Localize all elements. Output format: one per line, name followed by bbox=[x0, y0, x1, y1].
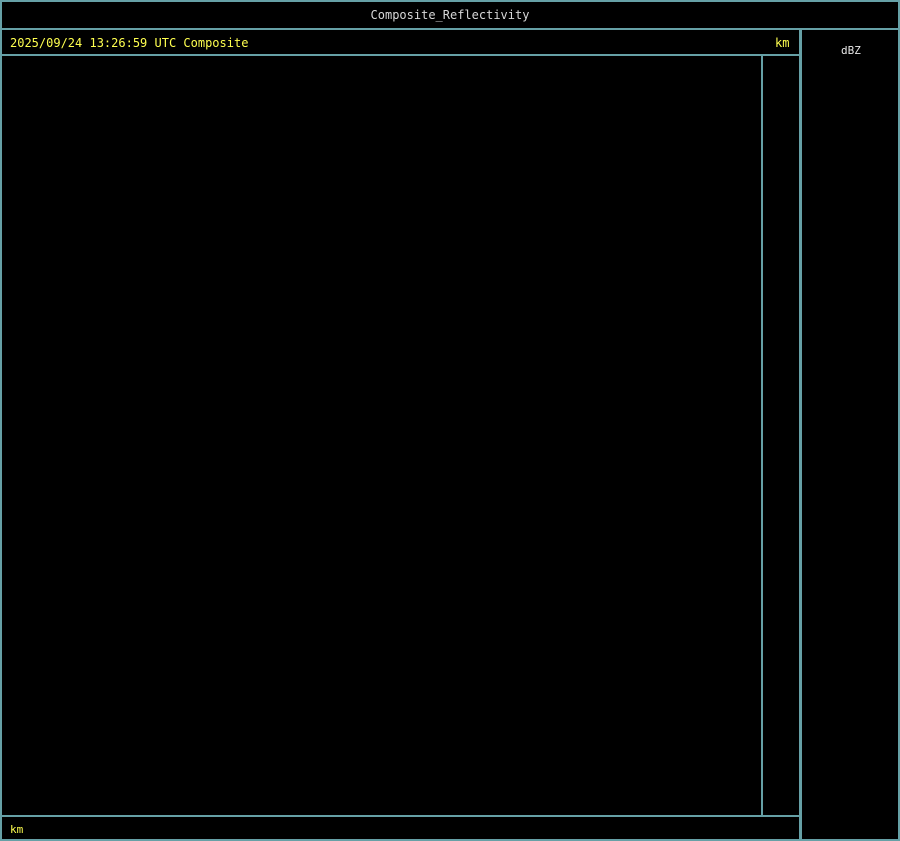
status-row: 2025/09/24 13:26:59 UTC Composite km bbox=[2, 30, 797, 56]
bottom-axis: km bbox=[2, 819, 797, 839]
title-bar: Composite_Reflectivity bbox=[2, 2, 898, 28]
side-panel: dBZ bbox=[803, 30, 898, 839]
timestamp: 2025/09/24 13:26:59 UTC Composite bbox=[10, 36, 249, 50]
divider bbox=[2, 28, 898, 30]
scale-title: dBZ bbox=[841, 44, 861, 57]
unit-label-top: km bbox=[775, 36, 790, 50]
right-axis bbox=[765, 56, 799, 815]
radar-map[interactable] bbox=[2, 56, 760, 815]
map-right-border bbox=[761, 56, 763, 817]
map-top-border bbox=[2, 54, 799, 56]
panel-divider bbox=[799, 28, 802, 839]
page-title: Composite_Reflectivity bbox=[370, 8, 530, 22]
unit-label-bottom: km bbox=[10, 823, 24, 836]
map-bottom-border bbox=[2, 815, 799, 817]
